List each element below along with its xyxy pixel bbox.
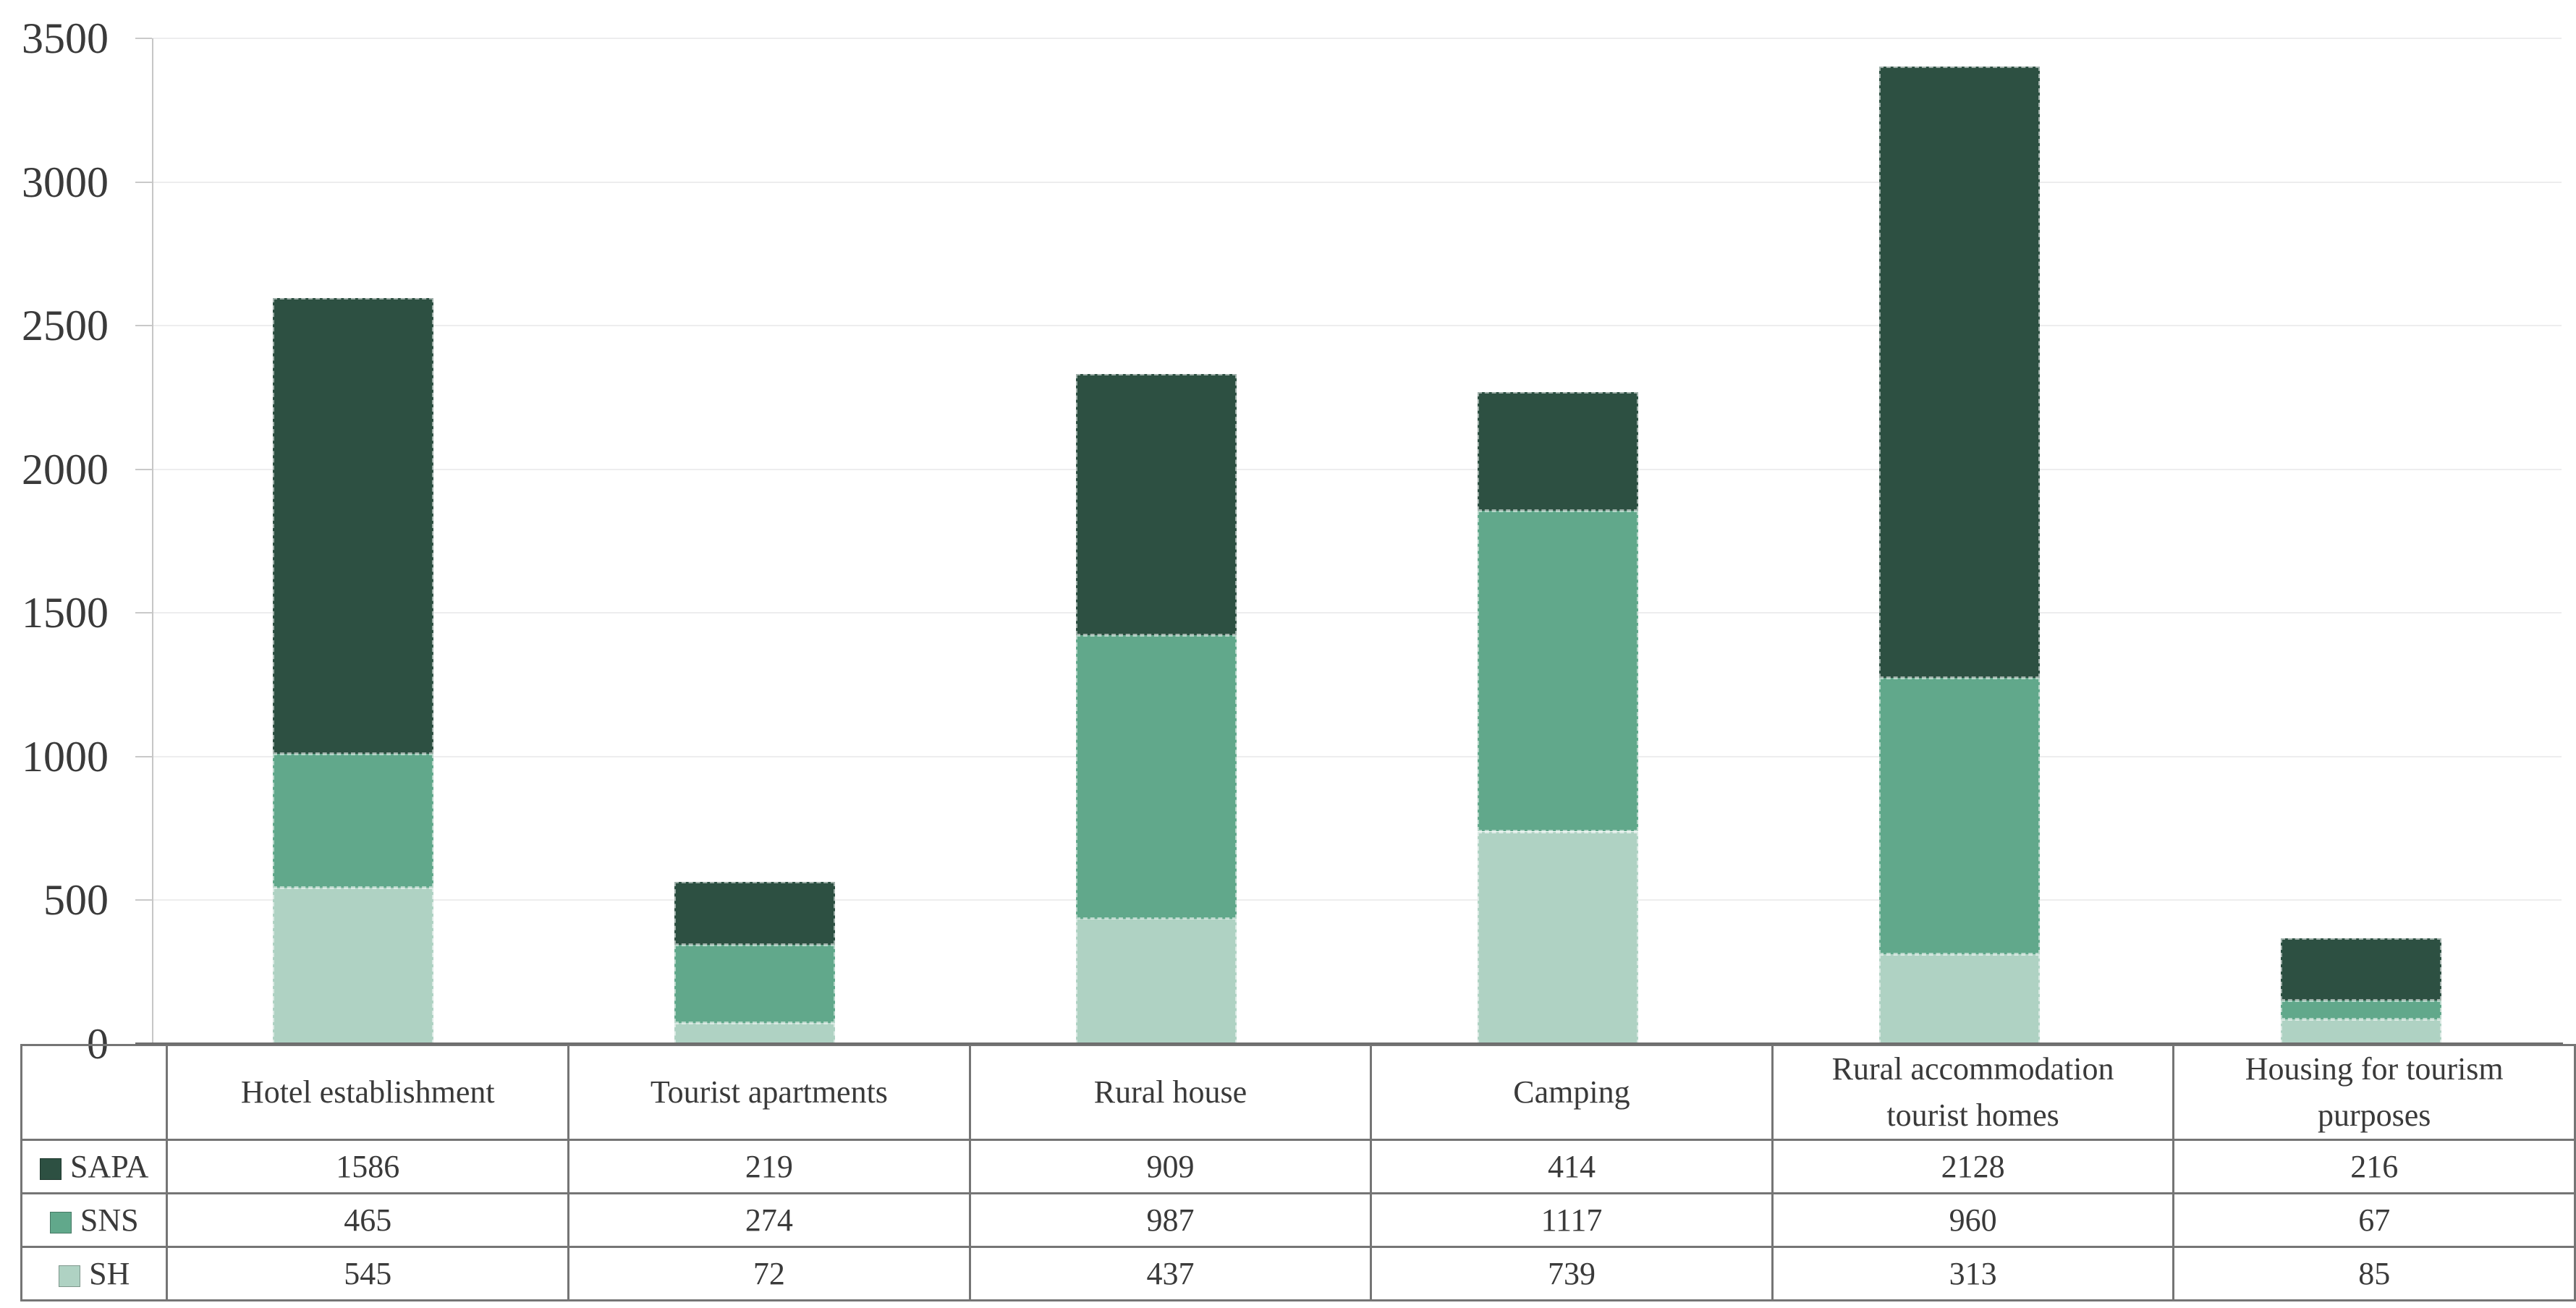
series-name: SNS (80, 1202, 139, 1238)
gridline (152, 469, 2562, 470)
value-cell: 739 (1370, 1246, 1774, 1301)
data-table: Hotel establishment Tourist apartments Rur… (20, 1044, 2576, 1301)
value-cell: 545 (166, 1246, 570, 1301)
bar-segment-sh (2281, 1019, 2441, 1044)
bar-segment-sapa (1879, 67, 2040, 679)
y-axis-label: 500 (43, 876, 109, 924)
value-cell: 274 (567, 1192, 971, 1248)
value-cell: 219 (567, 1139, 971, 1194)
legend-marker-sapa (40, 1158, 62, 1180)
y-axis-tick (135, 38, 152, 39)
value-cell: 2128 (1771, 1139, 2175, 1194)
y-axis-label: 3500 (22, 14, 109, 62)
legend-marker-sns (49, 1212, 72, 1233)
value-cell: 1586 (166, 1139, 570, 1194)
gridline (152, 756, 2562, 757)
bar-segment-sh (1478, 831, 1638, 1044)
y-axis-label: 2000 (22, 446, 109, 493)
y-axis-tick (135, 612, 152, 613)
bar-segment-sns (2281, 1000, 2441, 1020)
gridline (152, 325, 2562, 326)
value-cell: 465 (166, 1192, 570, 1248)
category-header-row: Hotel establishment Tourist apartments Rur… (20, 1044, 2576, 1141)
category-header-cell: Rural house (968, 1044, 1373, 1141)
value-cell: 987 (968, 1192, 1373, 1248)
bar-segment-sapa (273, 298, 433, 754)
y-axis-label: 2500 (22, 302, 109, 349)
gridline (152, 38, 2562, 39)
series-row-sh: SH 545 72 437 739 313 85 (20, 1246, 2576, 1301)
bar-segment-sns (674, 944, 835, 1024)
y-axis-tick (135, 899, 152, 901)
value-cell: 960 (1771, 1192, 2175, 1248)
value-cell: 414 (1370, 1139, 1774, 1194)
bar-segment-sns (1879, 678, 2040, 954)
value-cell: 72 (567, 1246, 971, 1301)
bar-segment-sapa (1478, 391, 1638, 511)
series-label-cell: SNS (20, 1192, 169, 1248)
category-header-cell: Hotel establishment (166, 1044, 570, 1141)
x-axis-line (135, 1042, 2563, 1045)
category-header-cell: Rural accommodation tourist homes (1771, 1044, 2175, 1141)
bar-segment-sns (1076, 634, 1237, 919)
table-corner-cell (20, 1044, 169, 1141)
y-axis-tick (135, 756, 152, 757)
value-cell: 909 (968, 1139, 1373, 1194)
bar-segment-sapa (1076, 373, 1237, 635)
y-axis-line (152, 38, 153, 1044)
gridline (152, 182, 2562, 183)
bar-segment-sns (273, 753, 433, 888)
bar-segment-sh (273, 887, 433, 1044)
legend-marker-sh (59, 1265, 81, 1287)
series-row-sapa: SAPA 1586 219 909 414 2128 216 (20, 1139, 2576, 1194)
series-name: SAPA (70, 1149, 149, 1184)
y-axis-label: 3000 (22, 158, 109, 206)
series-row-sns: SNS 465 274 987 1117 960 67 (20, 1192, 2576, 1248)
gridline (152, 899, 2562, 901)
value-cell: 1117 (1370, 1192, 1774, 1248)
y-axis-label: 1000 (22, 733, 109, 781)
category-header-cell: Camping (1370, 1044, 1774, 1141)
category-header-cell: Tourist apartments (567, 1044, 971, 1141)
value-cell: 85 (2172, 1246, 2576, 1301)
bar-segment-sapa (674, 881, 835, 945)
y-axis-tick (135, 325, 152, 326)
value-cell: 437 (968, 1246, 1373, 1301)
y-axis-tick (135, 182, 152, 183)
value-cell: 67 (2172, 1192, 2576, 1248)
gridline (152, 612, 2562, 613)
series-label-cell: SH (20, 1246, 169, 1301)
bar-segment-sns (1478, 510, 1638, 832)
series-label-cell: SAPA (20, 1139, 169, 1194)
y-axis-label: 1500 (22, 589, 109, 637)
bar-segment-sh (674, 1023, 835, 1044)
bar-segment-sh (1076, 918, 1237, 1044)
value-cell: 216 (2172, 1139, 2576, 1194)
value-cell: 313 (1771, 1246, 2175, 1301)
series-name: SH (89, 1256, 130, 1291)
bar-segment-sapa (2281, 938, 2441, 1001)
bar-segment-sh (1879, 954, 2040, 1044)
category-header-cell: Housing for tourism purposes (2172, 1044, 2576, 1141)
y-axis-tick (135, 469, 152, 470)
